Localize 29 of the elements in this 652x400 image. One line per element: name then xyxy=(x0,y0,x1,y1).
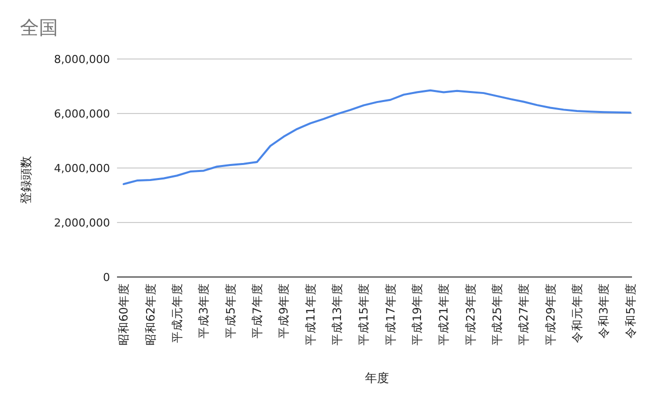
x-axis-title: 年度 xyxy=(365,371,389,385)
x-tick-label: 令和3年度 xyxy=(596,283,611,338)
x-tick-label: 平成元年度 xyxy=(170,283,184,343)
x-tick-label: 令和5年度 xyxy=(623,283,638,338)
x-tick-label: 平成23年度 xyxy=(463,283,478,346)
x-tick-label: 平成11年度 xyxy=(303,283,318,346)
line-series xyxy=(122,89,632,186)
x-tick-label: 昭和60年度 xyxy=(116,283,131,346)
y-axis-title: 登録頭数 xyxy=(19,156,33,204)
x-tick-label: 平成29年度 xyxy=(543,283,558,346)
x-tick-label: 平成9年度 xyxy=(276,283,291,338)
y-tick-label: 8,000,000 xyxy=(54,53,110,66)
y-tick-label: 6,000,000 xyxy=(54,108,110,120)
y-tick-label: 2,000,000 xyxy=(54,216,110,230)
x-tick-label: 平成3年度 xyxy=(196,283,211,338)
x-tick-label: 令和元年度 xyxy=(570,283,584,343)
x-tick-label: 平成15年度 xyxy=(356,283,371,346)
x-tick-label: 平成19年度 xyxy=(410,283,424,346)
y-tick-label: 0 xyxy=(103,271,110,284)
x-tick-label: 平成5年度 xyxy=(223,283,238,338)
x-tick-label: 平成27年度 xyxy=(516,283,531,346)
x-tick-label: 平成17年度 xyxy=(383,283,398,346)
y-tick-label: 4,000,000 xyxy=(54,162,110,175)
x-tick-label: 平成13年度 xyxy=(330,283,344,346)
x-tick-label: 平成7年度 xyxy=(250,283,264,338)
x-tick-label: 平成25年度 xyxy=(490,283,504,346)
x-tick-label: 平成21年度 xyxy=(436,283,451,346)
chart-title: 全国 xyxy=(20,17,58,39)
x-tick-label: 昭和62年度 xyxy=(143,283,158,346)
